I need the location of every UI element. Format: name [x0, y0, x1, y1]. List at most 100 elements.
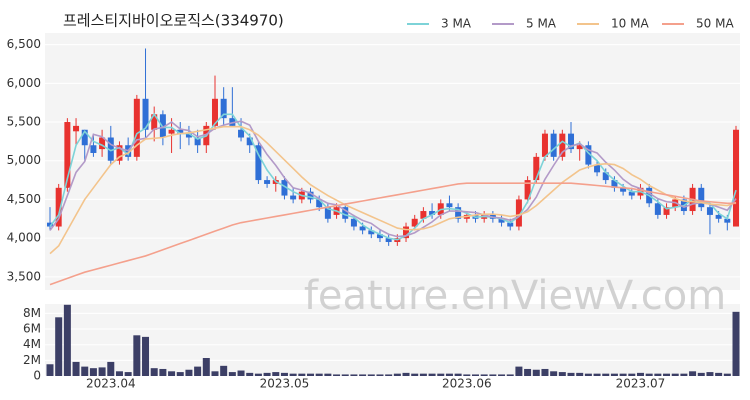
legend-label: 50 MA: [696, 17, 734, 31]
y-tick-label: 4M: [23, 337, 41, 351]
volume-bar: [636, 372, 644, 376]
volume-bar: [272, 372, 280, 376]
candle-body: [116, 145, 123, 161]
candle-body: [185, 133, 192, 138]
ma-line: [49, 120, 737, 238]
volume-bar: [176, 372, 184, 376]
y-tick-label: 6,000: [7, 76, 41, 90]
volume-bar: [628, 373, 636, 376]
volume-bar: [689, 371, 697, 376]
candle-body: [628, 191, 635, 196]
candle-body: [168, 129, 175, 134]
x-tick-label: 2023.06: [442, 377, 492, 391]
y-tick-label: 3,500: [7, 269, 41, 283]
candle-body: [594, 164, 601, 173]
volume-bar: [367, 374, 375, 376]
volume-bar: [715, 372, 723, 376]
candle-body: [515, 199, 522, 227]
candle-body: [133, 98, 140, 157]
volume-bar: [576, 372, 584, 376]
candle-body: [73, 125, 80, 132]
y-tick-label: 2M: [23, 353, 41, 367]
volume-bar: [289, 373, 297, 376]
candle-body: [698, 187, 705, 208]
volume-bar: [654, 373, 662, 376]
candle-body: [81, 129, 88, 146]
volume-bar: [498, 374, 506, 376]
volume-bar: [81, 366, 89, 376]
volume-bar: [463, 374, 471, 376]
y-tick-label: 8M: [23, 306, 41, 320]
volume-bar: [185, 369, 193, 376]
volume-bar: [706, 372, 714, 376]
volume-bar: [46, 364, 54, 376]
volume-bar: [63, 304, 71, 376]
volume-bar: [393, 373, 401, 376]
legend-label: 5 MA: [526, 17, 557, 31]
volume-bar: [307, 373, 315, 376]
ma-line: [49, 182, 736, 286]
volume-bar: [619, 373, 627, 376]
candle-body: [238, 129, 245, 138]
volume-bar: [471, 374, 479, 376]
y-tick-label: 4,500: [7, 192, 41, 206]
volume-bar: [341, 374, 349, 376]
x-tick-label: 2023.05: [260, 377, 310, 391]
candle-body: [733, 129, 739, 227]
candle-body: [47, 222, 53, 227]
volume-bar: [584, 373, 592, 376]
candle-body: [211, 98, 218, 126]
volume-bar: [168, 371, 176, 376]
y-tick-label: 5,000: [7, 153, 41, 167]
watermark: feature.enViewV.com: [304, 273, 726, 319]
volume-bar: [376, 374, 384, 376]
candle-body: [281, 180, 288, 196]
volume-bar: [246, 372, 254, 376]
candle-body: [706, 207, 713, 215]
volume-bar: [359, 374, 367, 376]
candle-body: [159, 114, 166, 138]
volume-bar: [445, 373, 453, 376]
volume-bar: [558, 372, 566, 376]
candle-body: [724, 218, 731, 223]
volume-bar: [428, 373, 436, 376]
candle-body: [90, 145, 97, 153]
candle-body: [55, 187, 62, 227]
candle-body: [151, 114, 158, 130]
volume-bar: [72, 361, 80, 376]
x-tick-label: 2023.07: [616, 377, 666, 391]
candle-body: [715, 214, 722, 219]
y-tick-label: 6,500: [7, 37, 41, 51]
candle-body: [324, 207, 331, 219]
y-tick-label: 6M: [23, 322, 41, 336]
candle-body: [368, 230, 375, 235]
candle-body: [559, 133, 566, 157]
volume-bar: [202, 358, 210, 376]
volume-bar: [385, 374, 393, 376]
volume-bar: [237, 370, 245, 376]
volume-plot-area: [45, 304, 740, 376]
candle-body: [376, 234, 383, 239]
candle-body: [411, 218, 418, 227]
candle-body: [620, 187, 627, 192]
y-tick-label: 5,500: [7, 115, 41, 129]
candle-body: [107, 137, 114, 161]
volume-bar: [142, 336, 150, 376]
volume-bar: [55, 317, 63, 376]
candle-body: [576, 145, 583, 150]
candle-body: [403, 226, 410, 239]
volume-bar: [723, 373, 731, 376]
volume-bar: [333, 374, 341, 376]
volume-bar: [697, 372, 705, 376]
candle-body: [64, 122, 71, 188]
volume-bar: [411, 373, 419, 376]
candle-body: [307, 191, 314, 200]
chart-title: 프레스티지바이오로직스(334970): [63, 12, 284, 30]
legend-label: 10 MA: [611, 17, 649, 31]
price-plot-area: [45, 33, 740, 290]
volume-bar: [159, 368, 167, 376]
candle-body: [533, 156, 540, 181]
volume-bar: [437, 373, 445, 376]
y-tick-label: 0: [33, 369, 41, 383]
